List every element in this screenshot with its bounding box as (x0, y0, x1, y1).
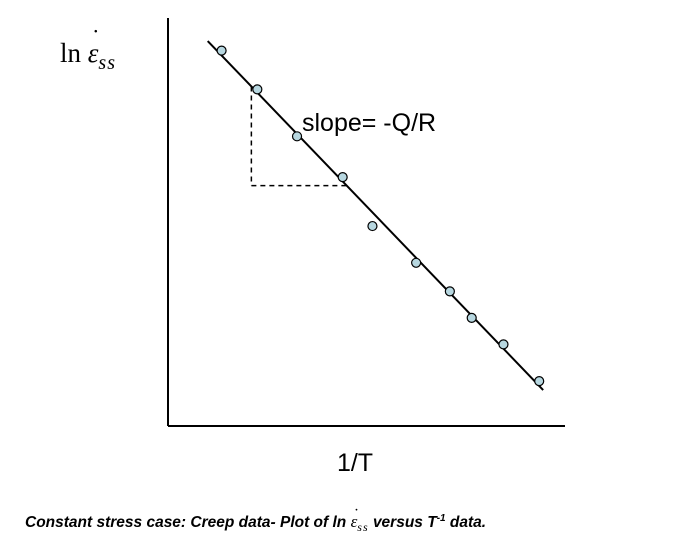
y-axis-epsilon: ε (87, 38, 99, 68)
data-point (291, 131, 303, 142)
caption-part2: versus T (372, 514, 437, 531)
caption-subscript: ss (357, 520, 369, 534)
figure-caption: Constant stress case: Creep data- Plot o… (25, 505, 487, 534)
data-point (367, 220, 378, 232)
data-point (411, 257, 422, 268)
data-point (534, 376, 545, 387)
data-point (466, 312, 477, 323)
data-point (216, 45, 227, 56)
y-axis-dot-accent: ˙ (91, 26, 100, 52)
data-point (498, 339, 509, 350)
caption-symbol: ε ˙ (350, 505, 360, 531)
y-axis-label-prefix: ln (60, 38, 82, 68)
caption-dot-accent: ˙ (353, 505, 360, 524)
data-points (216, 45, 545, 387)
fit-line-layer (206, 40, 544, 391)
slope-annotation: slope= -Q/R (302, 109, 436, 137)
x-axis-label: 1/T (337, 449, 373, 477)
caption-part1: Constant stress case: Creep data- Plot o… (25, 514, 351, 531)
caption-epsilon: ε (350, 512, 358, 531)
y-axis-label: ln ε ˙ ss (60, 26, 116, 74)
caption-superscript: -1 (436, 512, 446, 524)
chart-axes (167, 18, 565, 427)
fit-line (206, 40, 544, 391)
data-point (444, 286, 455, 297)
data-point (252, 84, 263, 95)
caption-part3: data. (445, 514, 487, 531)
y-axis-label-subscript: ss (98, 52, 116, 74)
data-point (337, 172, 348, 183)
slope-triangle (250, 86, 347, 187)
y-axis-label-symbol: ε ˙ (87, 26, 100, 68)
